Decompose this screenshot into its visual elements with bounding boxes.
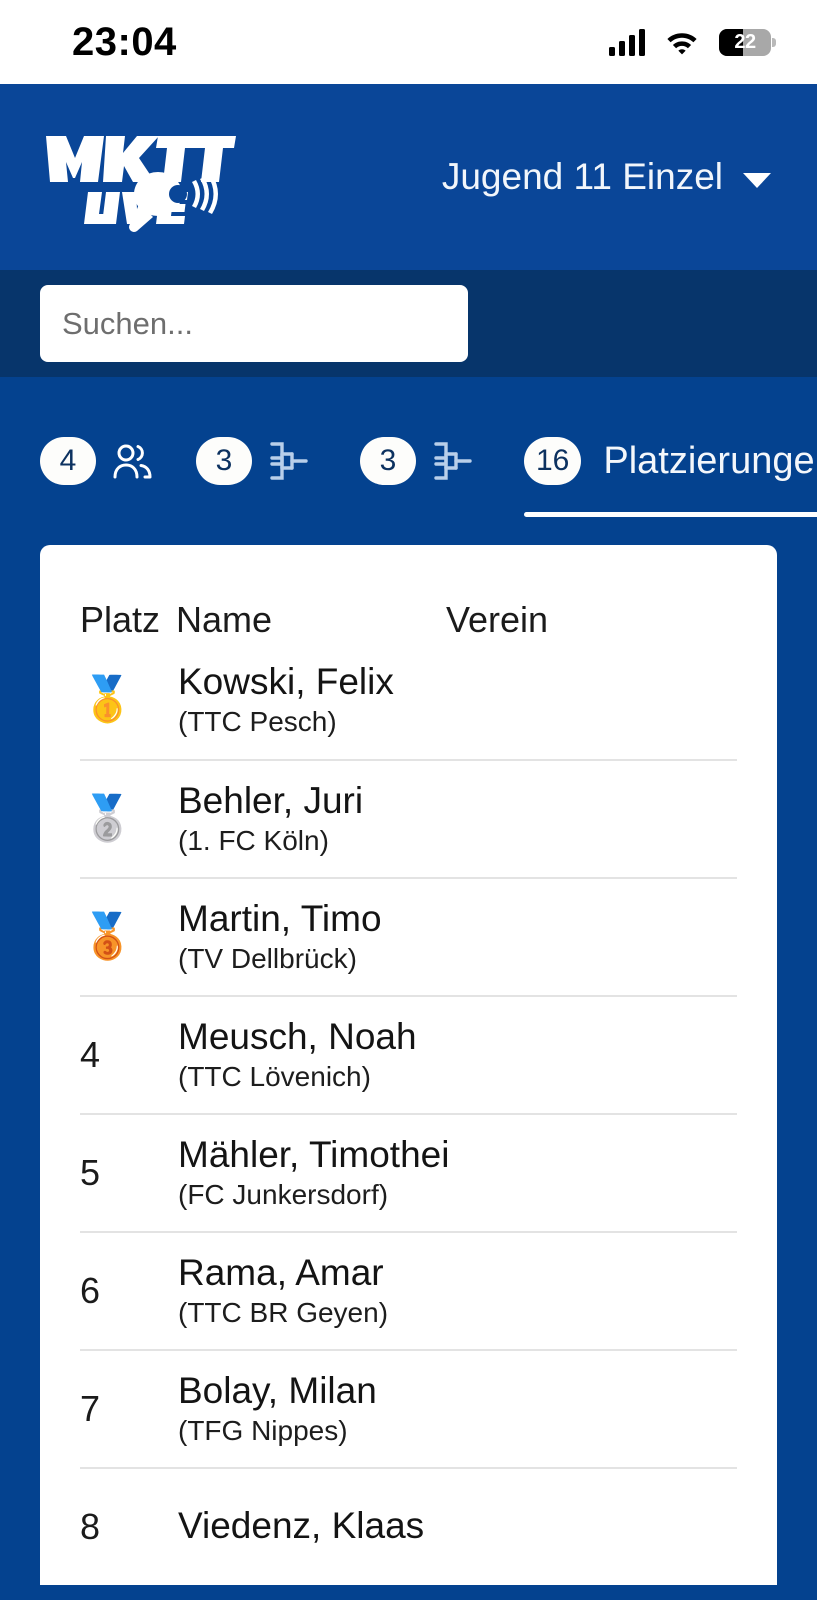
- status-bar-clock: 23:04: [72, 19, 177, 64]
- cellular-signal-icon: [609, 28, 645, 56]
- table-row[interactable]: 8 Viedenz, Klaas: [80, 1467, 737, 1585]
- tab-groups[interactable]: 4: [40, 377, 196, 545]
- battery-fill: [719, 28, 743, 56]
- silver-medal-icon: 🥈: [80, 794, 135, 843]
- player-cell: Behler, Juri (1. FC Köln): [176, 780, 737, 858]
- player-name: Bolay, Milan: [178, 1369, 377, 1411]
- player-cell: Meusch, Noah (TTC Lövenich): [176, 1016, 737, 1094]
- battery-icon: 22: [719, 28, 776, 56]
- wifi-icon: [665, 28, 699, 56]
- competition-name: Jugend 11 Einzel: [441, 156, 723, 197]
- tab-platzierungen-label: Platzierungen: [603, 439, 817, 482]
- tab-groups-badge: 4: [40, 437, 96, 485]
- active-tab-indicator: [524, 512, 817, 517]
- gold-medal-icon: 🥇: [80, 675, 135, 724]
- column-header-name: Name: [176, 599, 273, 640]
- rankings-table: Platz Name Verein 🥇 Kowski, Felix (TTC P…: [40, 545, 777, 1585]
- app-header: Jugend 11 Einzel: [0, 84, 817, 270]
- rank-cell: 5: [80, 1152, 101, 1193]
- player-club: (TTC Lövenich): [178, 1061, 371, 1093]
- player-club: (1. FC Köln): [178, 825, 329, 857]
- player-cell: Rama, Amar (TTC BR Geyen): [176, 1252, 737, 1330]
- player-name: Kowski, Felix: [178, 660, 394, 702]
- tournament-bracket-icon: [266, 438, 318, 484]
- tab-platzierungen[interactable]: 16 Platzierungen: [524, 377, 817, 545]
- column-header-verein: Verein: [446, 599, 549, 640]
- rankings-card: Platz Name Verein 🥇 Kowski, Felix (TTC P…: [40, 545, 777, 1585]
- section-tabs: 4 3: [0, 377, 817, 545]
- mktt-live-logo[interactable]: [40, 122, 240, 232]
- tab-bracket-2[interactable]: 3: [360, 377, 524, 545]
- player-name: Viedenz, Klaas: [178, 1504, 425, 1546]
- table-row[interactable]: 4 Meusch, Noah (TTC Lövenich): [80, 995, 737, 1113]
- rank-cell: 🥇: [80, 678, 176, 722]
- table-row[interactable]: 🥇 Kowski, Felix (TTC Pesch): [80, 641, 737, 759]
- table-row[interactable]: 🥉 Martin, Timo (TV Dellbrück): [80, 877, 737, 995]
- chevron-down-icon: [743, 172, 771, 188]
- rank-cell: 🥉: [80, 915, 176, 959]
- table-row[interactable]: 5 Mähler, Timothei (FC Junkersdorf): [80, 1113, 737, 1231]
- group-people-icon: [110, 441, 154, 481]
- player-name: Meusch, Noah: [178, 1015, 417, 1057]
- competition-selector[interactable]: Jugend 11 Einzel: [442, 156, 771, 198]
- table-header-row: Platz Name Verein: [80, 545, 737, 641]
- player-club: (TV Dellbrück): [178, 943, 357, 975]
- player-cell: Kowski, Felix (TTC Pesch): [176, 661, 737, 739]
- player-cell: Bolay, Milan (TFG Nippes): [176, 1370, 737, 1448]
- search-bar: [0, 270, 817, 377]
- player-club: (FC Junkersdorf): [178, 1179, 389, 1211]
- rank-cell: 🥈: [80, 797, 176, 841]
- status-bar-indicators: 22: [609, 28, 776, 56]
- rank-cell: 4: [80, 1034, 101, 1075]
- player-name: Mähler, Timothei: [178, 1133, 450, 1175]
- player-cell: Viedenz, Klaas: [176, 1505, 737, 1549]
- table-row[interactable]: 6 Rama, Amar (TTC BR Geyen): [80, 1231, 737, 1349]
- tab-bracket-1-badge: 3: [196, 437, 252, 485]
- rank-cell: 8: [80, 1506, 101, 1547]
- rank-cell: 6: [80, 1270, 101, 1311]
- bronze-medal-icon: 🥉: [80, 912, 135, 961]
- player-name: Behler, Juri: [178, 779, 364, 821]
- player-club: (TTC BR Geyen): [178, 1297, 389, 1329]
- tab-bracket-1[interactable]: 3: [196, 377, 360, 545]
- player-cell: Mähler, Timothei (FC Junkersdorf): [176, 1134, 737, 1212]
- search-input[interactable]: [40, 285, 468, 362]
- player-name: Rama, Amar: [178, 1251, 384, 1293]
- tournament-bracket-icon: [430, 438, 482, 484]
- rank-cell: 7: [80, 1388, 101, 1429]
- player-cell: Martin, Timo (TV Dellbrück): [176, 898, 737, 976]
- player-name: Martin, Timo: [178, 897, 382, 939]
- column-header-platz: Platz: [80, 599, 161, 640]
- status-bar: 23:04 22: [0, 0, 817, 84]
- tab-bracket-2-badge: 3: [360, 437, 416, 485]
- tab-platzierungen-badge: 16: [524, 437, 582, 485]
- table-row[interactable]: 7 Bolay, Milan (TFG Nippes): [80, 1349, 737, 1467]
- player-club: (TFG Nippes): [178, 1415, 348, 1447]
- table-row[interactable]: 🥈 Behler, Juri (1. FC Köln): [80, 759, 737, 877]
- battery-level-label: 22: [734, 30, 756, 53]
- player-club: (TTC Pesch): [178, 706, 337, 738]
